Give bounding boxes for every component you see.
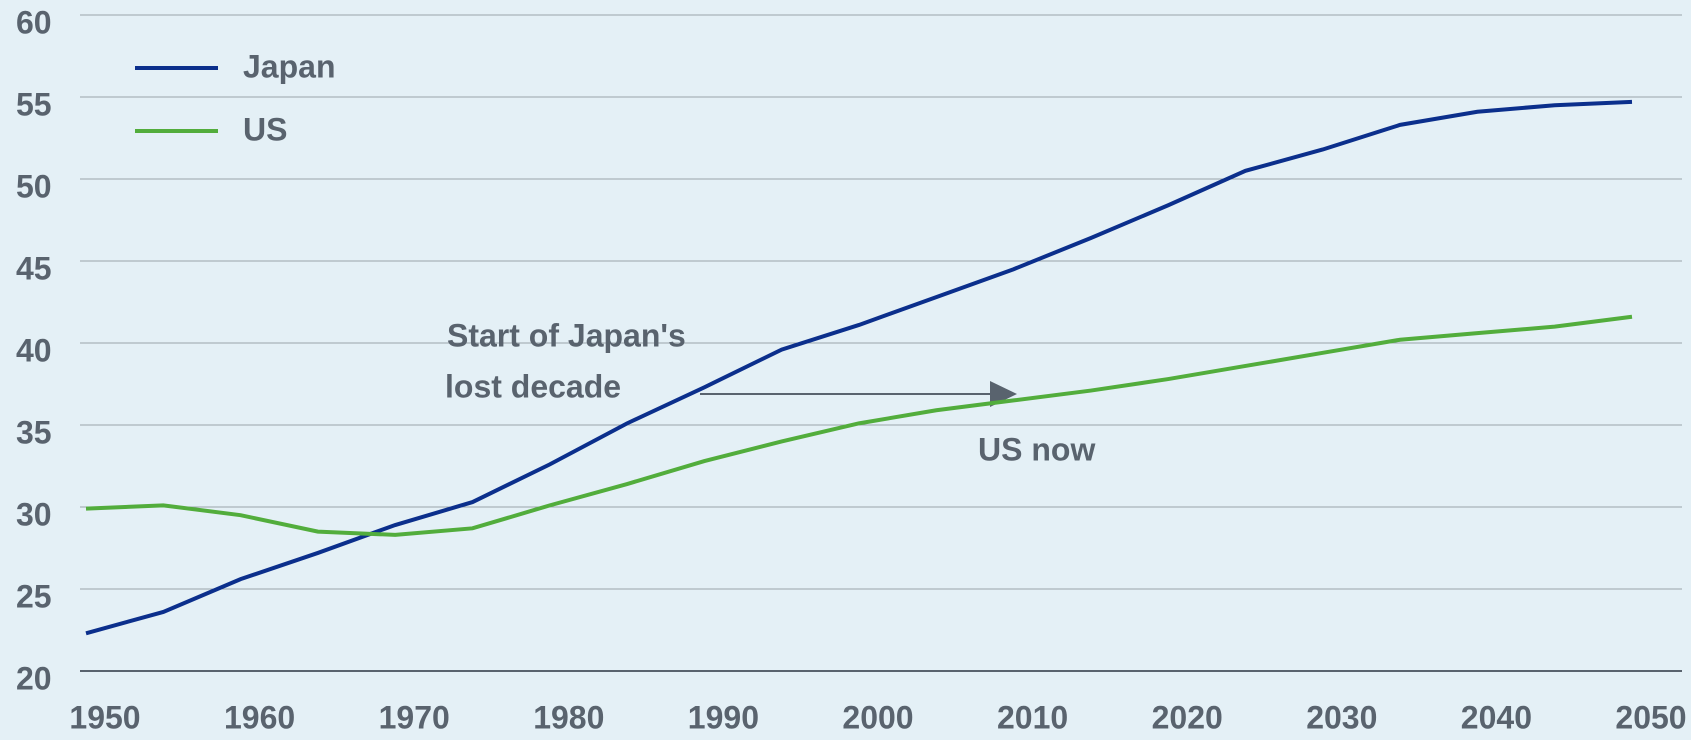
y-tick-label: 45 xyxy=(16,250,52,286)
y-tick-label: 55 xyxy=(16,86,52,122)
y-tick-label: 25 xyxy=(16,578,52,614)
legend-label: US xyxy=(243,111,287,147)
x-tick-label: 1970 xyxy=(379,699,450,735)
y-tick-label: 35 xyxy=(16,414,52,450)
legend-label: Japan xyxy=(243,48,335,84)
y-tick-label: 60 xyxy=(16,4,52,40)
x-tick-label: 1960 xyxy=(224,699,295,735)
series-line xyxy=(85,314,1633,537)
x-tick-label: 2000 xyxy=(842,699,913,735)
annotation: lost decade xyxy=(445,368,621,404)
y-tick-label: 40 xyxy=(16,332,52,368)
x-tick-label: 1990 xyxy=(688,699,759,735)
y-tick-label: 20 xyxy=(16,660,52,696)
series-line xyxy=(85,99,1633,636)
x-tick-label: 2010 xyxy=(997,699,1068,735)
x-tick-label: 2040 xyxy=(1461,699,1532,735)
annotation: US now xyxy=(978,431,1095,467)
x-tick-label: 2020 xyxy=(1152,699,1223,735)
x-tick-label: 2030 xyxy=(1306,699,1377,735)
x-tick-label: 1950 xyxy=(69,699,140,735)
annotation: Start of Japan's xyxy=(447,317,686,353)
arrow-head xyxy=(990,381,1017,407)
x-tick-label: 2050 xyxy=(1615,699,1686,735)
y-tick-label: 30 xyxy=(16,496,52,532)
x-tick-label: 1980 xyxy=(533,699,604,735)
y-tick-label: 50 xyxy=(16,168,52,204)
